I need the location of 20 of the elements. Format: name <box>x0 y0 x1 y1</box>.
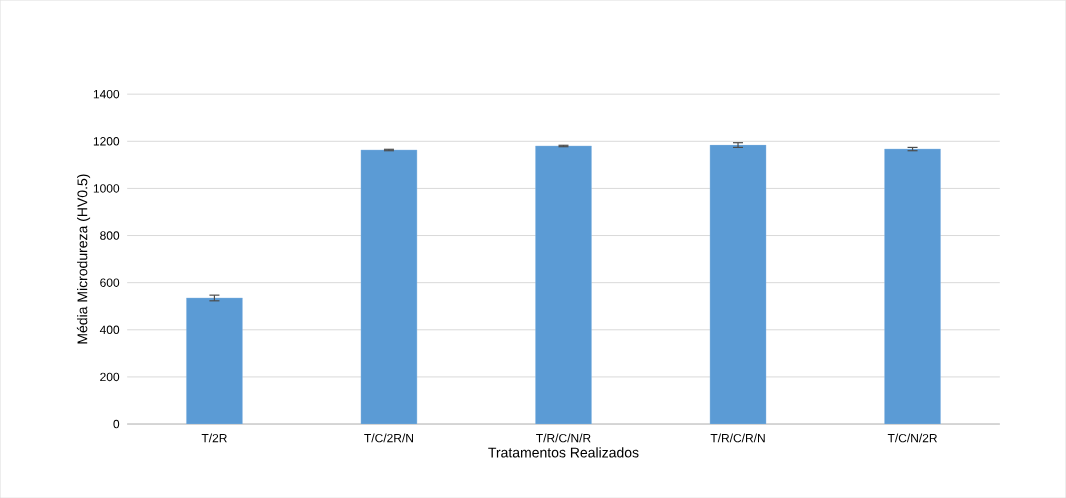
y-tick-label: 200 <box>100 372 120 382</box>
bar <box>709 144 767 424</box>
y-tick-label: 1400 <box>93 89 120 99</box>
y-tick-label: 800 <box>100 231 120 240</box>
x-axis-title: Tratamentos Realizados <box>488 447 639 458</box>
bar <box>535 145 592 424</box>
y-tick-label: 400 <box>99 325 120 334</box>
bar <box>360 149 418 424</box>
x-tick-label: T/R/C/R/N <box>710 433 765 443</box>
y-axis-title: Média Microdureza (HV0.5) <box>76 174 91 344</box>
y-tick-label: 1000 <box>93 184 120 193</box>
x-tick-label: T/C/2R/N <box>364 433 413 443</box>
y-tick-label: 0 <box>113 419 120 429</box>
y-tick-label: 600 <box>100 278 120 287</box>
x-tick-label: T/2R <box>201 433 227 443</box>
y-tick-label: 1200 <box>93 136 120 146</box>
bar <box>884 148 941 424</box>
bar <box>186 297 243 424</box>
x-tick-label: T/C/N/2R <box>887 433 937 443</box>
x-tick-label: T/R/C/N/R <box>536 433 591 443</box>
